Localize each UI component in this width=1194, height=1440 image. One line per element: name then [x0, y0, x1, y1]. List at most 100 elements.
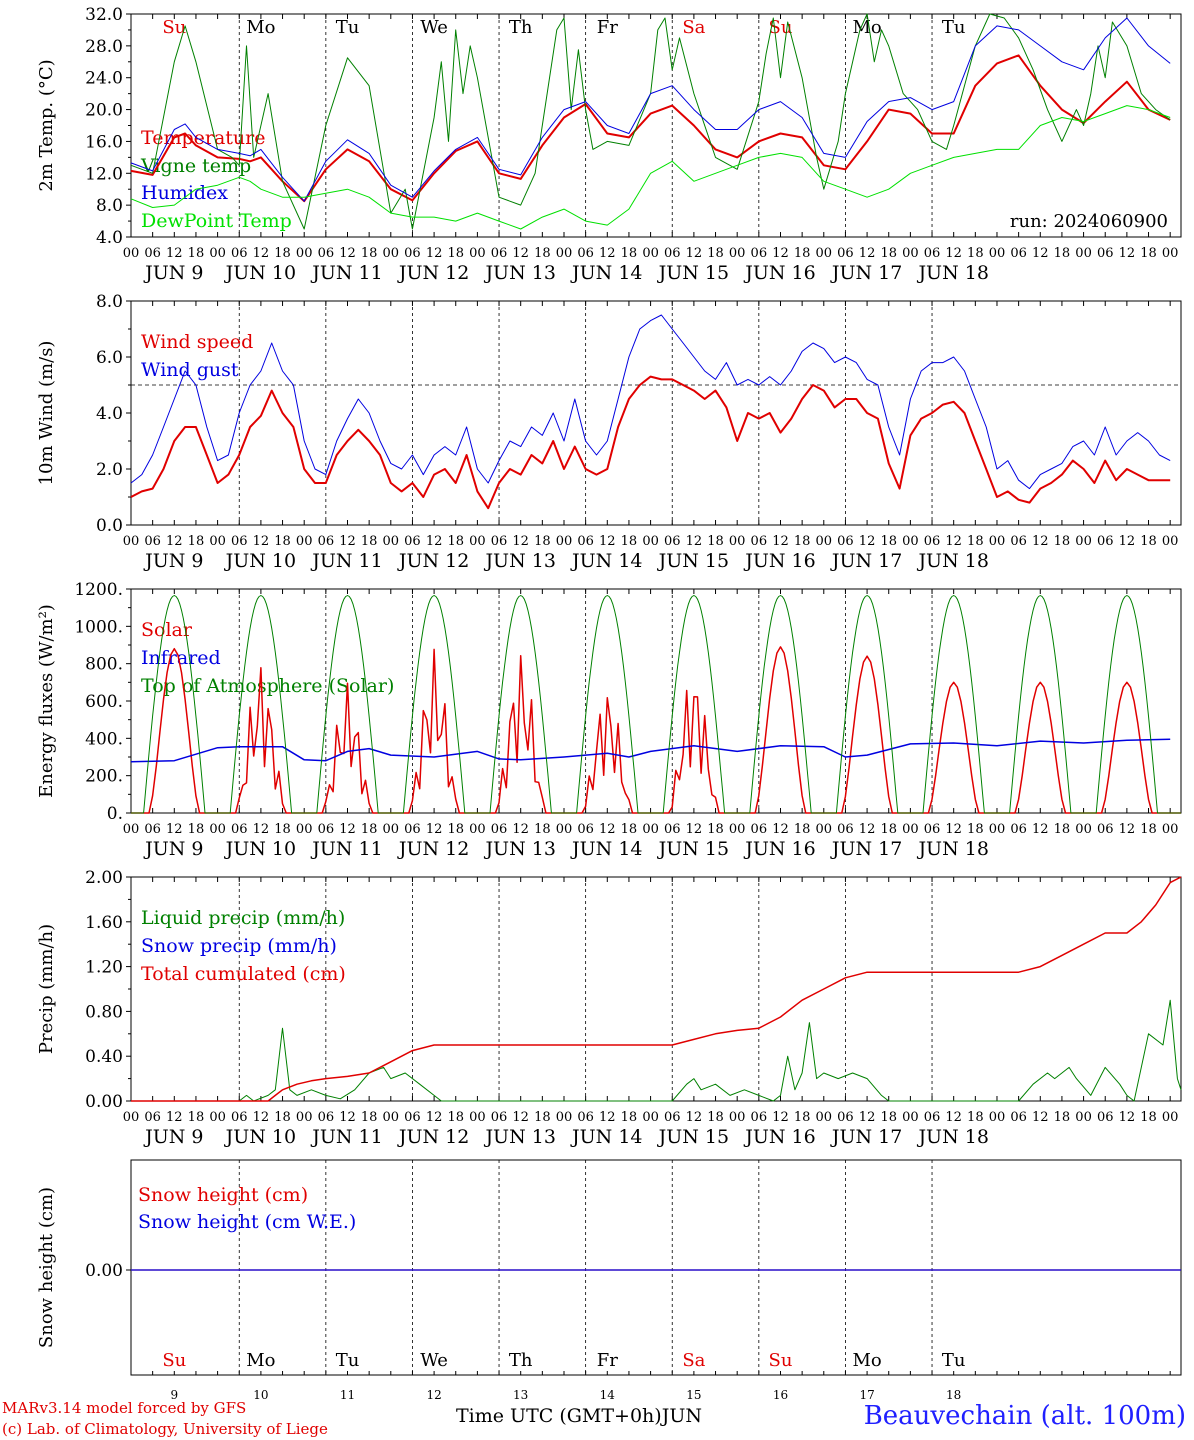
x-hour-label: 06: [837, 246, 854, 261]
x-hour-label: 18: [880, 822, 897, 837]
x-hour-label: 18: [1054, 534, 1071, 549]
x-hour-label: 18: [707, 1110, 724, 1125]
x-hour-label: 06: [404, 822, 421, 837]
day-name-label: Tu: [942, 1350, 966, 1371]
x-hour-label: 00: [902, 822, 919, 837]
x-date-label: JUN 9: [143, 550, 203, 572]
x-hour-label: 12: [253, 534, 270, 549]
x-hour-label: 18: [967, 534, 984, 549]
x-hour-label: 00: [642, 246, 659, 261]
x-date-label: JUN 15: [657, 262, 729, 284]
x-hour-label: 00: [1075, 534, 1092, 549]
x-hour-label: 18: [794, 1110, 811, 1125]
y-tick-label: 0.0: [96, 516, 123, 536]
x-hour-label: 00: [209, 534, 226, 549]
x-hour-label: 18: [794, 246, 811, 261]
x-hour-label: 00: [556, 246, 573, 261]
x-hour-label: 00: [383, 534, 400, 549]
panel-3: 0. 200. 400. 600. 800. 1000. 1200. Energy fluxe…: [36, 580, 1182, 860]
x-hour-label: 06: [318, 534, 335, 549]
x-hour-label: 18: [621, 1110, 638, 1125]
x-hour-label: 00: [816, 1110, 833, 1125]
x-date-label: JUN 9: [143, 1126, 203, 1148]
x-hour-label: 06: [664, 822, 681, 837]
x-hour-label: 18: [447, 246, 464, 261]
x-hour-label: 18: [274, 246, 291, 261]
x-hour-label: 00: [469, 1110, 486, 1125]
x-hour-label: 12: [339, 822, 356, 837]
x-date-label: JUN 11: [310, 838, 382, 860]
day-name-label: Mo: [246, 1350, 275, 1371]
day-name-label: Th: [509, 1350, 533, 1371]
day-name-label: We: [420, 17, 448, 38]
y-tick-label: 1000.: [74, 617, 123, 637]
x-hour-label: 18: [707, 822, 724, 837]
run-label: run: 2024060900: [1010, 211, 1168, 232]
x-hour-label: 06: [231, 534, 248, 549]
day-name-label: Mo: [246, 17, 275, 38]
x-hour-label: 00: [209, 1110, 226, 1125]
x-hour-label: 12: [512, 822, 529, 837]
y-tick-label: 24.0: [85, 69, 123, 89]
series-total-cumulated-cm-: [131, 876, 1182, 1102]
x-hour-label: 18: [274, 822, 291, 837]
day-name-label: We: [420, 1350, 448, 1371]
x-hour-label: 18: [621, 246, 638, 261]
x-date-label: JUN 13: [483, 1126, 555, 1148]
x-date-label: JUN 10: [224, 838, 296, 860]
x-hour-label: 18: [621, 534, 638, 549]
x-hour-label: 00: [642, 1110, 659, 1125]
x-hour-label: 06: [144, 534, 161, 549]
x-date-label: JUN 11: [310, 262, 382, 284]
x-hour-label: 12: [339, 1110, 356, 1125]
panel-frame: [130, 300, 1182, 526]
legend-series-top-of-atmosphere-solar-: Top of Atmosphere (Solar): [141, 675, 394, 697]
x-date-label: JUN 14: [570, 838, 642, 860]
x-hour-label: 00: [729, 246, 746, 261]
x-hour-label: 00: [296, 246, 313, 261]
y-tick-label: 1.60: [85, 913, 123, 933]
day-number-label: 14: [600, 1388, 616, 1402]
x-hour-label: 18: [1054, 822, 1071, 837]
x-hour-label: 00: [989, 1110, 1006, 1125]
x-date-label: JUN 12: [397, 262, 469, 284]
x-date-label: JUN 13: [483, 838, 555, 860]
x-hour-label: 18: [188, 822, 205, 837]
x-hour-label: 06: [144, 246, 161, 261]
x-date-label: JUN 16: [743, 1126, 815, 1148]
x-hour-label: 12: [686, 1110, 703, 1125]
x-hour-label: 06: [1097, 534, 1114, 549]
x-hour-label: 06: [491, 534, 508, 549]
x-hour-label: 06: [577, 822, 594, 837]
x-hour-label: 18: [1140, 534, 1157, 549]
x-hour-label: 06: [144, 1110, 161, 1125]
x-hour-label: 12: [512, 1110, 529, 1125]
x-hour-label: 00: [1075, 246, 1092, 261]
y-tick-label: 200.: [85, 767, 123, 787]
x-hour-label: 18: [1054, 1110, 1071, 1125]
x-hour-label: 18: [361, 246, 378, 261]
x-hour-label: 06: [231, 246, 248, 261]
x-hour-label: 12: [772, 534, 789, 549]
x-date-label: JUN 9: [143, 838, 203, 860]
x-hour-label: 06: [1010, 246, 1027, 261]
x-hour-label: 06: [837, 1110, 854, 1125]
x-hour-label: 00: [816, 822, 833, 837]
x-hour-label: 18: [1054, 246, 1071, 261]
x-date-label: JUN 12: [397, 838, 469, 860]
x-hour-label: 12: [339, 534, 356, 549]
legend-series-snow-height-cm-w-e-: Snow height (cm W.E.): [138, 1211, 356, 1233]
x-hour-label: 00: [816, 246, 833, 261]
x-hour-label: 12: [339, 246, 356, 261]
x-hour-label: 18: [967, 1110, 984, 1125]
legend-series-liquid-precip-mm-h-: Liquid precip (mm/h): [141, 907, 345, 929]
panel-5: 0.00 Snow height (cm) Su Mo Tu We Th Fr Sa Su Mo Tu…: [36, 1159, 1182, 1402]
x-hour-label: 18: [274, 534, 291, 549]
y-tick-label: 8.0: [96, 196, 123, 216]
x-hour-label: 12: [512, 534, 529, 549]
series-liquid-precip-mm-h-: [131, 999, 1182, 1102]
x-hour-label: 18: [707, 534, 724, 549]
x-hour-label: 00: [816, 534, 833, 549]
x-hour-label: 00: [1162, 1110, 1179, 1125]
